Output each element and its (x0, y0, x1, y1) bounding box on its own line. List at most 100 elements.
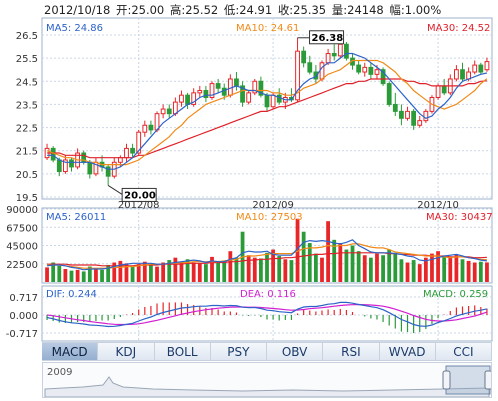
volume-bar (332, 239, 337, 282)
tab-rsi[interactable]: RSI (323, 342, 380, 361)
candle-body (197, 90, 203, 94)
volume-bar (307, 243, 312, 282)
tab-psy[interactable]: PSY (210, 342, 267, 361)
candle-body (130, 147, 135, 154)
volume-bar (436, 251, 440, 282)
volume-bar (265, 252, 269, 282)
volume-bar (45, 267, 49, 282)
candle-body (392, 103, 398, 112)
high-annotation: 26.38 (297, 30, 345, 45)
volume-bar (442, 256, 447, 282)
candle-body (307, 62, 313, 73)
tab-boll[interactable]: BOLL (154, 342, 211, 361)
indicator-lines (46, 52, 488, 328)
quote-close: 收:25.35 (277, 3, 327, 17)
candle-body (454, 69, 459, 80)
quote-open: 开:25.00 (115, 3, 165, 17)
date-axis-label: 2012/08 (118, 200, 160, 211)
volume-ytick-label: 90000 (6, 205, 38, 216)
price-legend-ma5: MA5: 24.86 (46, 23, 103, 34)
volume-legend-ma30: MA30: 30437 (426, 212, 493, 223)
candle-body (460, 69, 465, 80)
volume-ytick-label: 22500 (6, 260, 38, 271)
price-ytick-label: 19.5 (16, 193, 38, 204)
price-ytick-label: 22.5 (16, 124, 38, 135)
price-legend-ma30: MA30: 24.52 (427, 23, 490, 34)
volume-bar (326, 221, 330, 282)
navigator-area (44, 376, 490, 397)
volume-bar (210, 256, 214, 282)
price-ma10-line (46, 59, 488, 166)
navigator-svg: 2009 (44, 365, 491, 397)
volume-bar (277, 256, 282, 282)
volume-bar (258, 258, 263, 282)
price-ytick-label: 24.5 (16, 77, 38, 88)
volume-bar (295, 218, 300, 282)
volume-bar (94, 268, 98, 282)
volume-bar (344, 249, 349, 282)
range-navigator[interactable]: 2009 (42, 362, 492, 398)
volume-bar (460, 259, 465, 282)
candle-body (295, 50, 300, 101)
volume-bar (179, 261, 184, 282)
tab-cci[interactable]: CCI (435, 342, 492, 361)
candle-body (185, 94, 190, 105)
volume-bar (399, 259, 404, 282)
candle-body (142, 124, 148, 133)
date-axis-label: 2012/09 (252, 200, 294, 211)
volume-bar (320, 257, 324, 282)
candle-body (435, 85, 441, 98)
navigator-window[interactable] (445, 365, 491, 395)
candle-body (325, 53, 331, 64)
volume-bar (283, 259, 288, 282)
volume-ytick-label: 67500 (6, 223, 38, 234)
volume-bar (485, 262, 489, 282)
indicator-tabbar: MACD KDJ BOLL PSY OBV RSI WVAD CCI (42, 342, 492, 361)
candle-body (337, 43, 343, 57)
volume-bar (362, 255, 367, 282)
volume-bar (155, 266, 159, 282)
candle-body (221, 87, 227, 96)
date-axis-label: 2012/10 (417, 200, 459, 211)
candle-body (209, 83, 215, 98)
high-annotation-text: 26.38 (312, 33, 344, 44)
candle-body (105, 166, 111, 177)
volume-bar (387, 249, 392, 282)
volume-bar (423, 257, 428, 282)
tab-macd[interactable]: MACD (42, 342, 99, 361)
tab-kdj[interactable]: KDJ (98, 342, 155, 361)
tab-wvad[interactable]: WVAD (379, 342, 436, 361)
candle-body (331, 53, 337, 57)
navigator-left-handle[interactable] (442, 370, 451, 390)
candle-body (374, 69, 380, 75)
candle-body (264, 94, 270, 108)
price-legend-ma10: MA10: 24.61 (236, 23, 299, 34)
price-ytick-label: 20.5 (16, 170, 38, 181)
candle-body (380, 69, 386, 85)
price-ytick-label: 26.5 (16, 31, 38, 42)
volume-bar (100, 269, 104, 282)
macd-ytick-label: 0.717 (9, 293, 38, 304)
macd-ytick-label: -0.717 (6, 329, 38, 340)
candle-body (87, 161, 93, 175)
candle-body (258, 80, 264, 96)
price-ytick-label: 25.5 (16, 54, 38, 65)
candle-body (124, 147, 129, 159)
candle-body (160, 108, 166, 115)
volume-bar (185, 259, 190, 282)
volume-bar (124, 263, 129, 282)
candle-body (203, 90, 209, 98)
volume-bar (289, 260, 294, 282)
tab-obv[interactable]: OBV (267, 342, 324, 361)
volume-bar (130, 265, 135, 282)
candle-body (234, 78, 239, 87)
volume-bar (350, 245, 355, 282)
candle-body (270, 94, 276, 108)
candle-body (356, 64, 362, 73)
volume-bar (246, 255, 251, 282)
volume-bar (454, 254, 459, 282)
navigator-year-label: 2009 (47, 367, 72, 378)
navigator-right-handle[interactable] (484, 370, 491, 390)
